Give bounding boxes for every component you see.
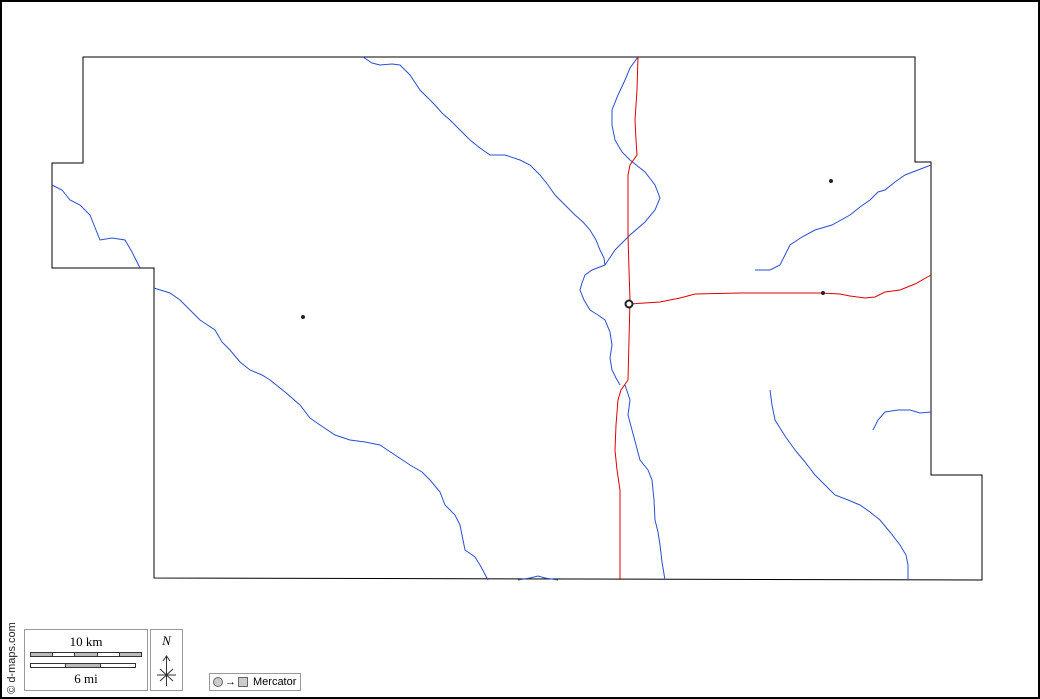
place-dot <box>821 291 825 295</box>
roads <box>614 56 932 580</box>
projection-label: → Mercator <box>209 673 302 691</box>
scale-bars <box>30 652 142 668</box>
projection-name: Mercator <box>253 676 297 688</box>
road-east <box>629 274 932 305</box>
road-north-south <box>614 56 639 580</box>
scale-mi-label: 6 mi <box>74 671 98 686</box>
place-dot <box>301 315 305 319</box>
place-dot <box>829 179 833 183</box>
river <box>362 56 621 386</box>
river <box>51 184 141 269</box>
rivers <box>51 56 932 581</box>
places <box>301 179 833 319</box>
globe-icon <box>213 677 223 687</box>
north-label: N <box>162 633 171 648</box>
river <box>769 389 909 580</box>
river <box>153 287 489 581</box>
scale-bar: 10 km 6 mi <box>24 629 148 691</box>
county-seat-marker <box>624 299 634 309</box>
river <box>604 56 661 266</box>
flat-map-icon <box>238 677 248 687</box>
projection-arrow: → <box>225 676 236 688</box>
compass-icon <box>157 655 176 686</box>
river <box>517 575 559 581</box>
river <box>624 384 666 581</box>
north-arrow: N <box>150 629 183 691</box>
credit-text: © d-maps.com <box>6 622 18 694</box>
river <box>872 409 932 431</box>
river <box>755 164 932 271</box>
county-boundary <box>51 56 983 581</box>
scale-km-label: 10 km <box>69 634 103 649</box>
